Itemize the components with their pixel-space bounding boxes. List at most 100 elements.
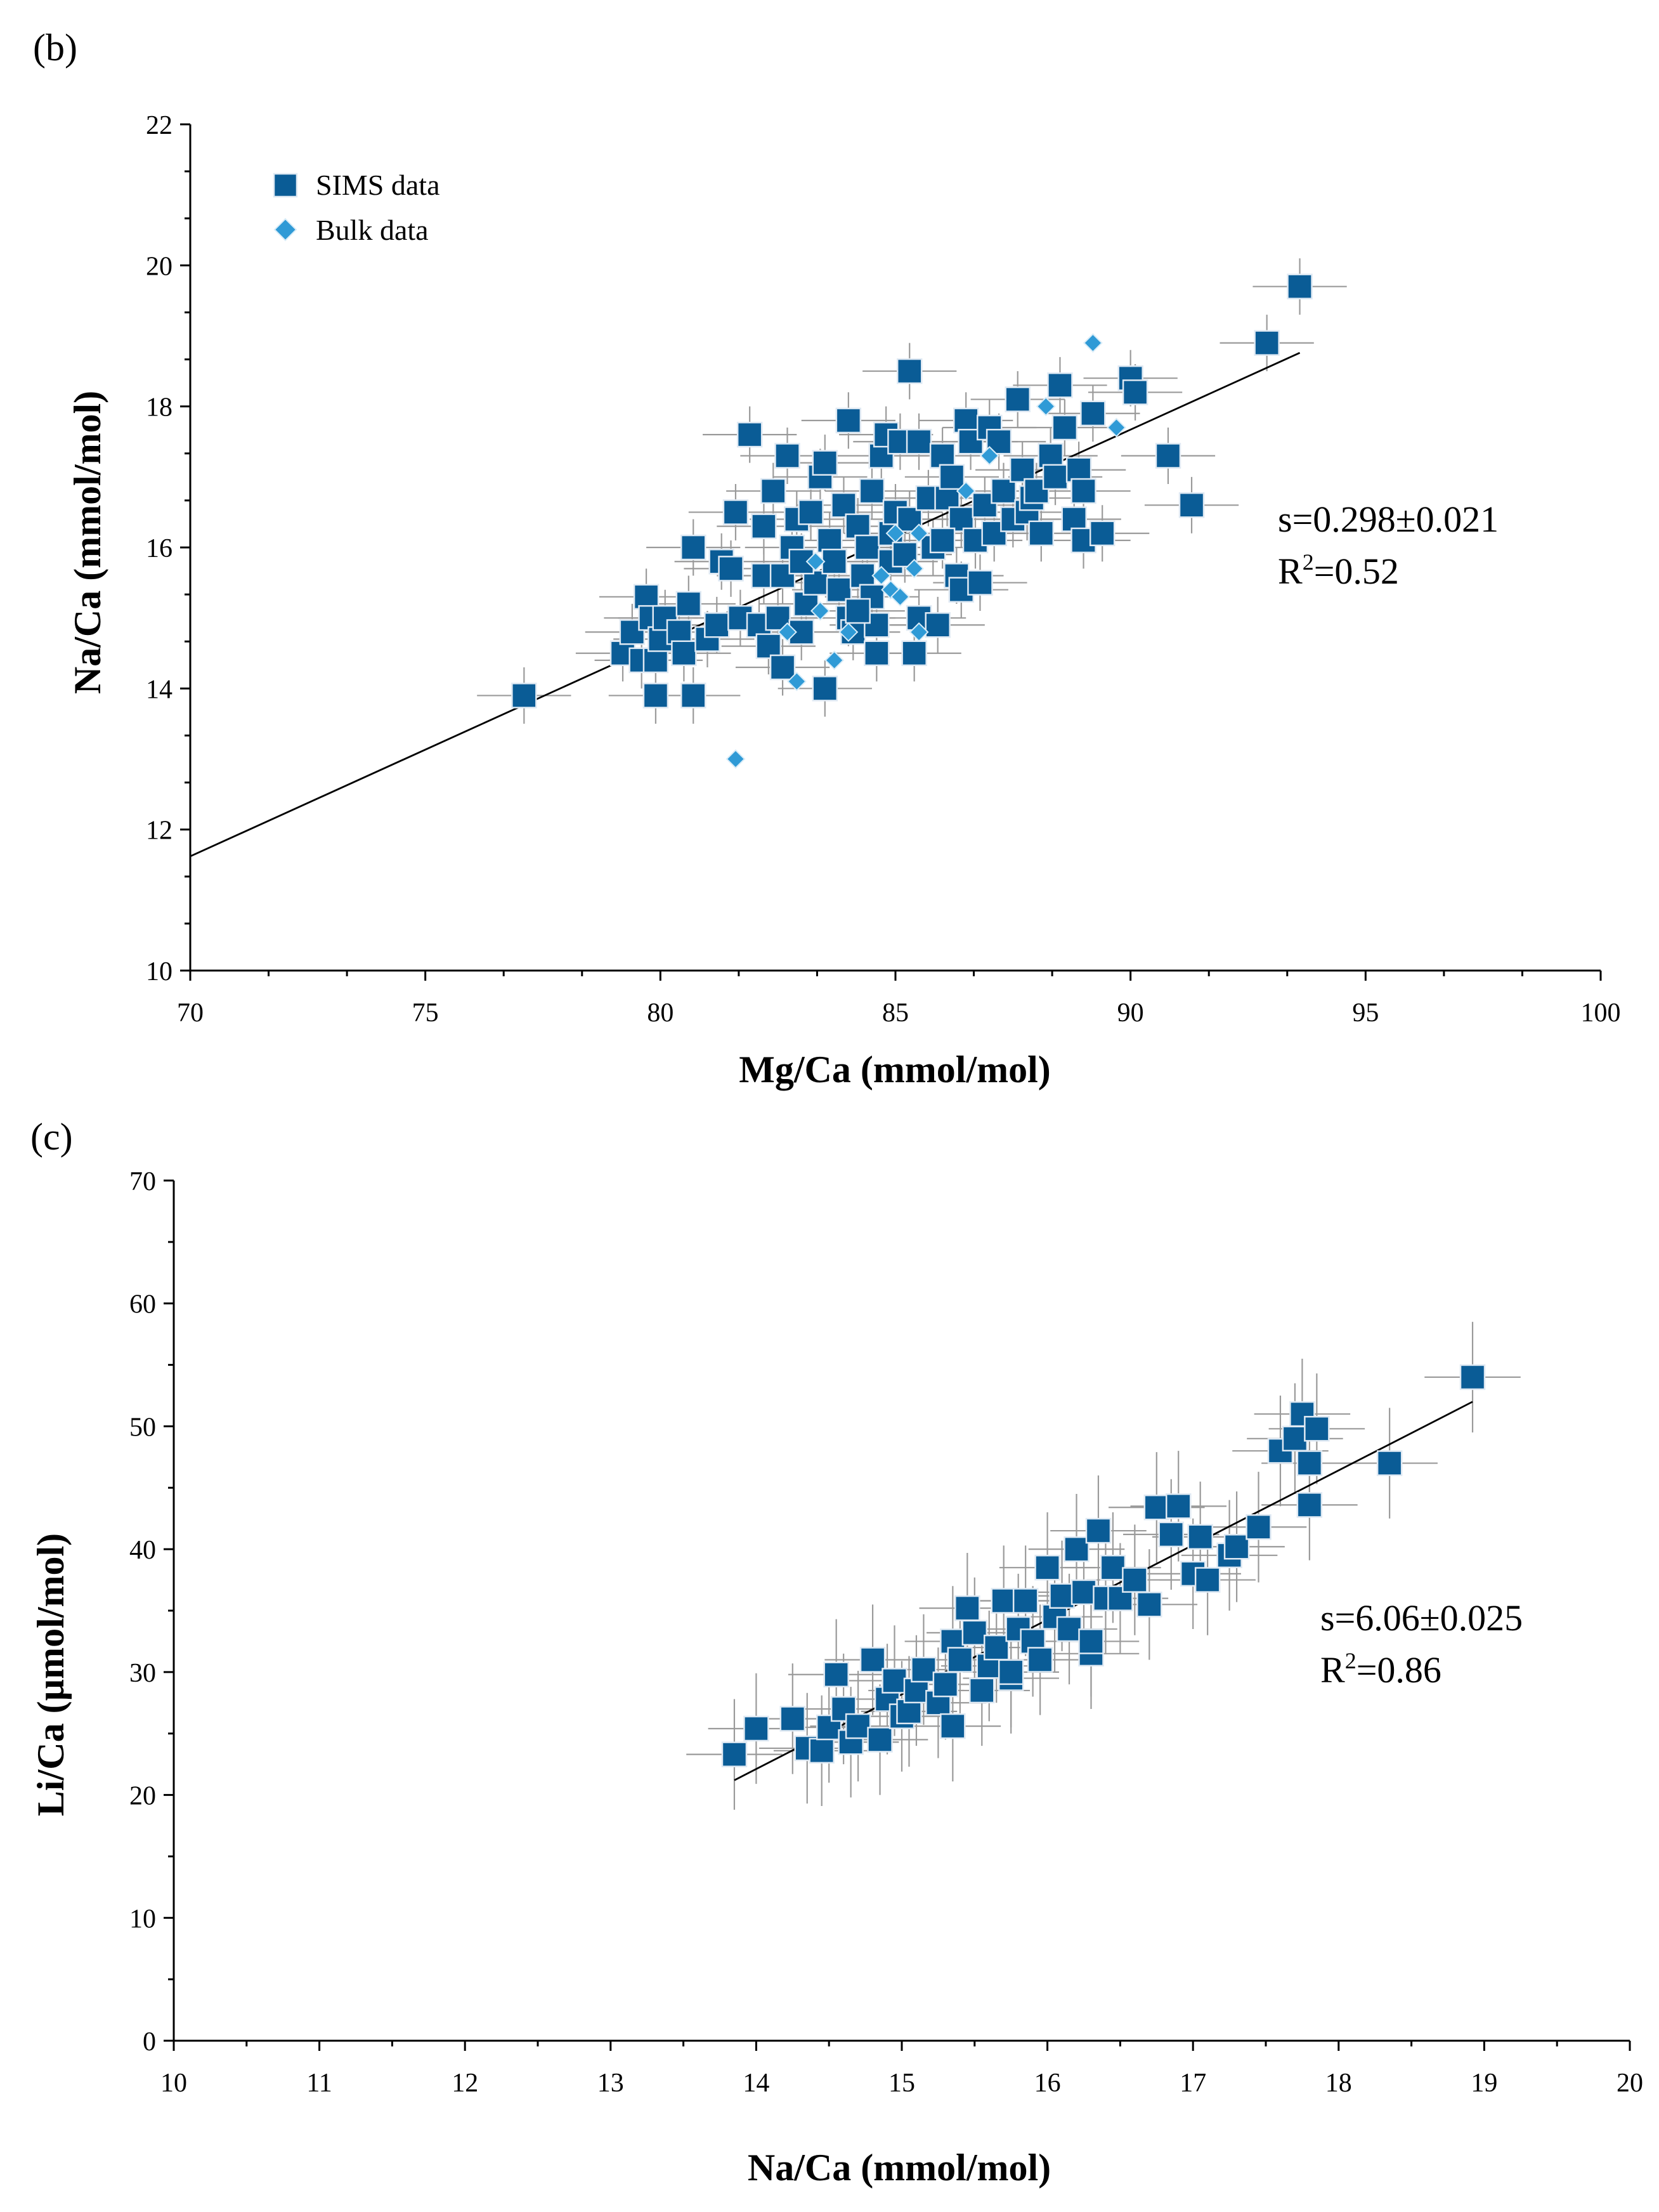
sims-data-point bbox=[642, 683, 669, 709]
sims-data-point bbox=[1070, 1579, 1097, 1606]
sims-data-point bbox=[1282, 1425, 1308, 1452]
sims-data-point bbox=[1089, 520, 1116, 547]
sims-data-point bbox=[835, 407, 862, 434]
sims-data-point bbox=[1165, 1493, 1192, 1519]
sims-data-point bbox=[1005, 386, 1031, 412]
sims-data-point bbox=[1122, 379, 1148, 405]
sims-data-point bbox=[1459, 1364, 1486, 1391]
y-tick-label: 70 bbox=[129, 1167, 156, 1196]
bulk-data-point bbox=[810, 601, 830, 621]
sims-data-point bbox=[1254, 330, 1280, 356]
sims-data-point bbox=[798, 499, 824, 525]
bulk-data-point bbox=[838, 622, 859, 642]
trendline bbox=[190, 351, 1301, 858]
x-tick-label: 80 bbox=[647, 998, 673, 1028]
bulk-data-point bbox=[979, 446, 999, 466]
x-tick-label: 19 bbox=[1471, 2069, 1497, 2098]
panel-label-c: (c) bbox=[30, 1116, 73, 1158]
sims-data-point bbox=[1122, 1567, 1148, 1593]
y-tick-label: 16 bbox=[146, 534, 172, 563]
sims-data-point bbox=[845, 598, 871, 624]
sims-data-point bbox=[991, 1588, 1017, 1614]
bulk-data-point bbox=[909, 523, 929, 544]
y-tick-label: 10 bbox=[129, 1904, 156, 1934]
sims-data-point bbox=[755, 633, 782, 659]
x-tick-label: 10 bbox=[160, 2069, 187, 2098]
x-tick-label: 95 bbox=[1352, 998, 1379, 1028]
y-tick-label: 20 bbox=[129, 1782, 156, 1811]
sims-data-point bbox=[680, 683, 706, 709]
bulk-data-point bbox=[824, 650, 845, 671]
bulk-data-point bbox=[725, 749, 746, 769]
sims-data-point bbox=[826, 577, 852, 603]
legend-marker-sims bbox=[273, 173, 298, 198]
sims-data-point bbox=[1012, 1588, 1039, 1614]
x-tick-label: 18 bbox=[1325, 2069, 1352, 2098]
bulk-data-point bbox=[885, 523, 906, 544]
sims-data-point bbox=[1296, 1492, 1323, 1518]
x-tick-label: 13 bbox=[597, 2069, 624, 2098]
x-tick-label: 14 bbox=[743, 2069, 769, 2098]
sims-data-point bbox=[972, 492, 998, 518]
annotation-r2-b: R2=0.52 bbox=[1278, 549, 1399, 592]
sims-data-point bbox=[969, 1677, 995, 1704]
sims-data-point bbox=[859, 478, 885, 504]
y-tick-label: 10 bbox=[146, 957, 172, 986]
sims-data-point bbox=[939, 464, 965, 490]
y-tick-label: 12 bbox=[146, 816, 172, 846]
annotation-r2-c: R2=0.86 bbox=[1320, 1648, 1441, 1691]
x-tick-label: 16 bbox=[1034, 2069, 1061, 2098]
sims-data-point bbox=[854, 534, 880, 561]
sims-data-point bbox=[896, 358, 923, 384]
sims-data-point bbox=[1047, 372, 1073, 398]
legend-label-sims: SIMS data bbox=[316, 169, 440, 201]
sims-data-point bbox=[721, 1741, 748, 1767]
annotation-slope-b: s=0.298±0.021 bbox=[1278, 499, 1499, 540]
bulk-data-point bbox=[909, 622, 929, 642]
sims-data-point bbox=[1246, 1514, 1272, 1540]
legend-marker-bulk bbox=[273, 218, 297, 242]
sims-data-point bbox=[1304, 1416, 1330, 1442]
sims-data-point bbox=[633, 584, 660, 610]
sims-data-point bbox=[680, 534, 706, 561]
sims-data-point bbox=[1143, 1495, 1170, 1521]
x-tick-label: 100 bbox=[1581, 998, 1621, 1028]
x-axis-title-b: Mg/Ca (mmol/mol) bbox=[739, 1049, 1051, 1090]
sims-data-point bbox=[774, 443, 800, 469]
sims-data-point bbox=[642, 647, 669, 674]
sims-data-point bbox=[788, 619, 814, 645]
sims-data-point bbox=[1223, 1534, 1250, 1560]
sims-data-point bbox=[743, 1715, 769, 1742]
chart-panel-b: (b) 70 75 80 85 90 95 100 10 12 14 16 18 20 22 Mg/Ca … bbox=[33, 27, 1621, 1090]
sims-data-point bbox=[929, 527, 956, 554]
x-tick-label: 75 bbox=[412, 998, 439, 1028]
sims-data-point bbox=[1194, 1567, 1221, 1593]
y-tick-label: 30 bbox=[129, 1659, 156, 1688]
legend-label-bulk: Bulk data bbox=[316, 214, 429, 246]
bulk-data-point bbox=[777, 622, 797, 642]
sims-data-point bbox=[1155, 443, 1181, 469]
y-tick-label: 50 bbox=[129, 1413, 156, 1442]
sims-data-point bbox=[751, 513, 777, 539]
bulk-data-point bbox=[1107, 417, 1126, 438]
x-tick-label: 90 bbox=[1117, 998, 1144, 1028]
sims-data-point bbox=[932, 1671, 959, 1698]
sims-data-point bbox=[906, 429, 932, 455]
sims-data-point bbox=[864, 640, 890, 666]
sims-data-point bbox=[1296, 1450, 1323, 1476]
sims-data-point bbox=[859, 1647, 886, 1673]
sims-data-point bbox=[998, 1659, 1024, 1685]
sims-data-point bbox=[809, 1738, 835, 1764]
sims-data-point bbox=[666, 619, 693, 645]
sims-data-point bbox=[947, 1647, 973, 1673]
sims-data-point bbox=[867, 1727, 893, 1753]
sims-data-point bbox=[1042, 464, 1069, 490]
sims-data-point bbox=[983, 1634, 1010, 1661]
sims-data-point bbox=[511, 683, 537, 709]
annotation-slope-c: s=6.06±0.025 bbox=[1320, 1597, 1523, 1639]
sims-data-point bbox=[1187, 1524, 1213, 1550]
sims-data-point bbox=[1085, 1517, 1112, 1544]
sims-data-point bbox=[911, 1656, 937, 1683]
bulk-data-point bbox=[805, 551, 826, 572]
